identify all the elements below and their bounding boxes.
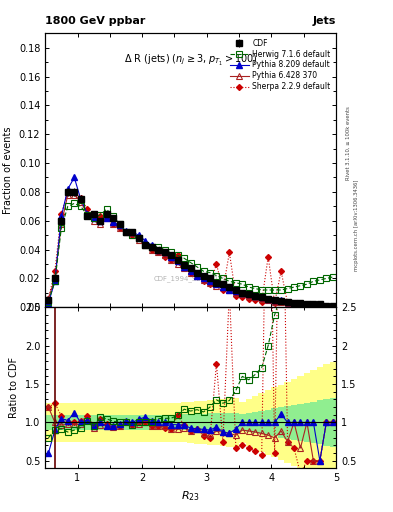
Text: $\Delta$ R (jets) ($n_j \geq 3$, $p_{T_1}$$>$100): $\Delta$ R (jets) ($n_j \geq 3$, $p_{T_1… <box>124 52 257 68</box>
Y-axis label: Ratio to CDF: Ratio to CDF <box>9 357 19 418</box>
Text: CDF_1994_S2952178: CDF_1994_S2952178 <box>153 275 228 282</box>
Legend: CDF, Herwig 7.1.6 default, Pythia 8.209 default, Pythia 6.428 370, Sherpa 2.2.9 : CDF, Herwig 7.1.6 default, Pythia 8.209 … <box>226 35 334 94</box>
Text: mcplots.cern.ch [arXiv:1306.3436]: mcplots.cern.ch [arXiv:1306.3436] <box>354 180 360 271</box>
Text: 1800 GeV ppbar: 1800 GeV ppbar <box>45 15 145 26</box>
X-axis label: $R_{23}$: $R_{23}$ <box>181 489 200 503</box>
Y-axis label: Fraction of events: Fraction of events <box>3 126 13 214</box>
Text: Rivet 3.1.10, ≥ 100k events: Rivet 3.1.10, ≥ 100k events <box>346 106 351 180</box>
Text: Jets: Jets <box>313 15 336 26</box>
